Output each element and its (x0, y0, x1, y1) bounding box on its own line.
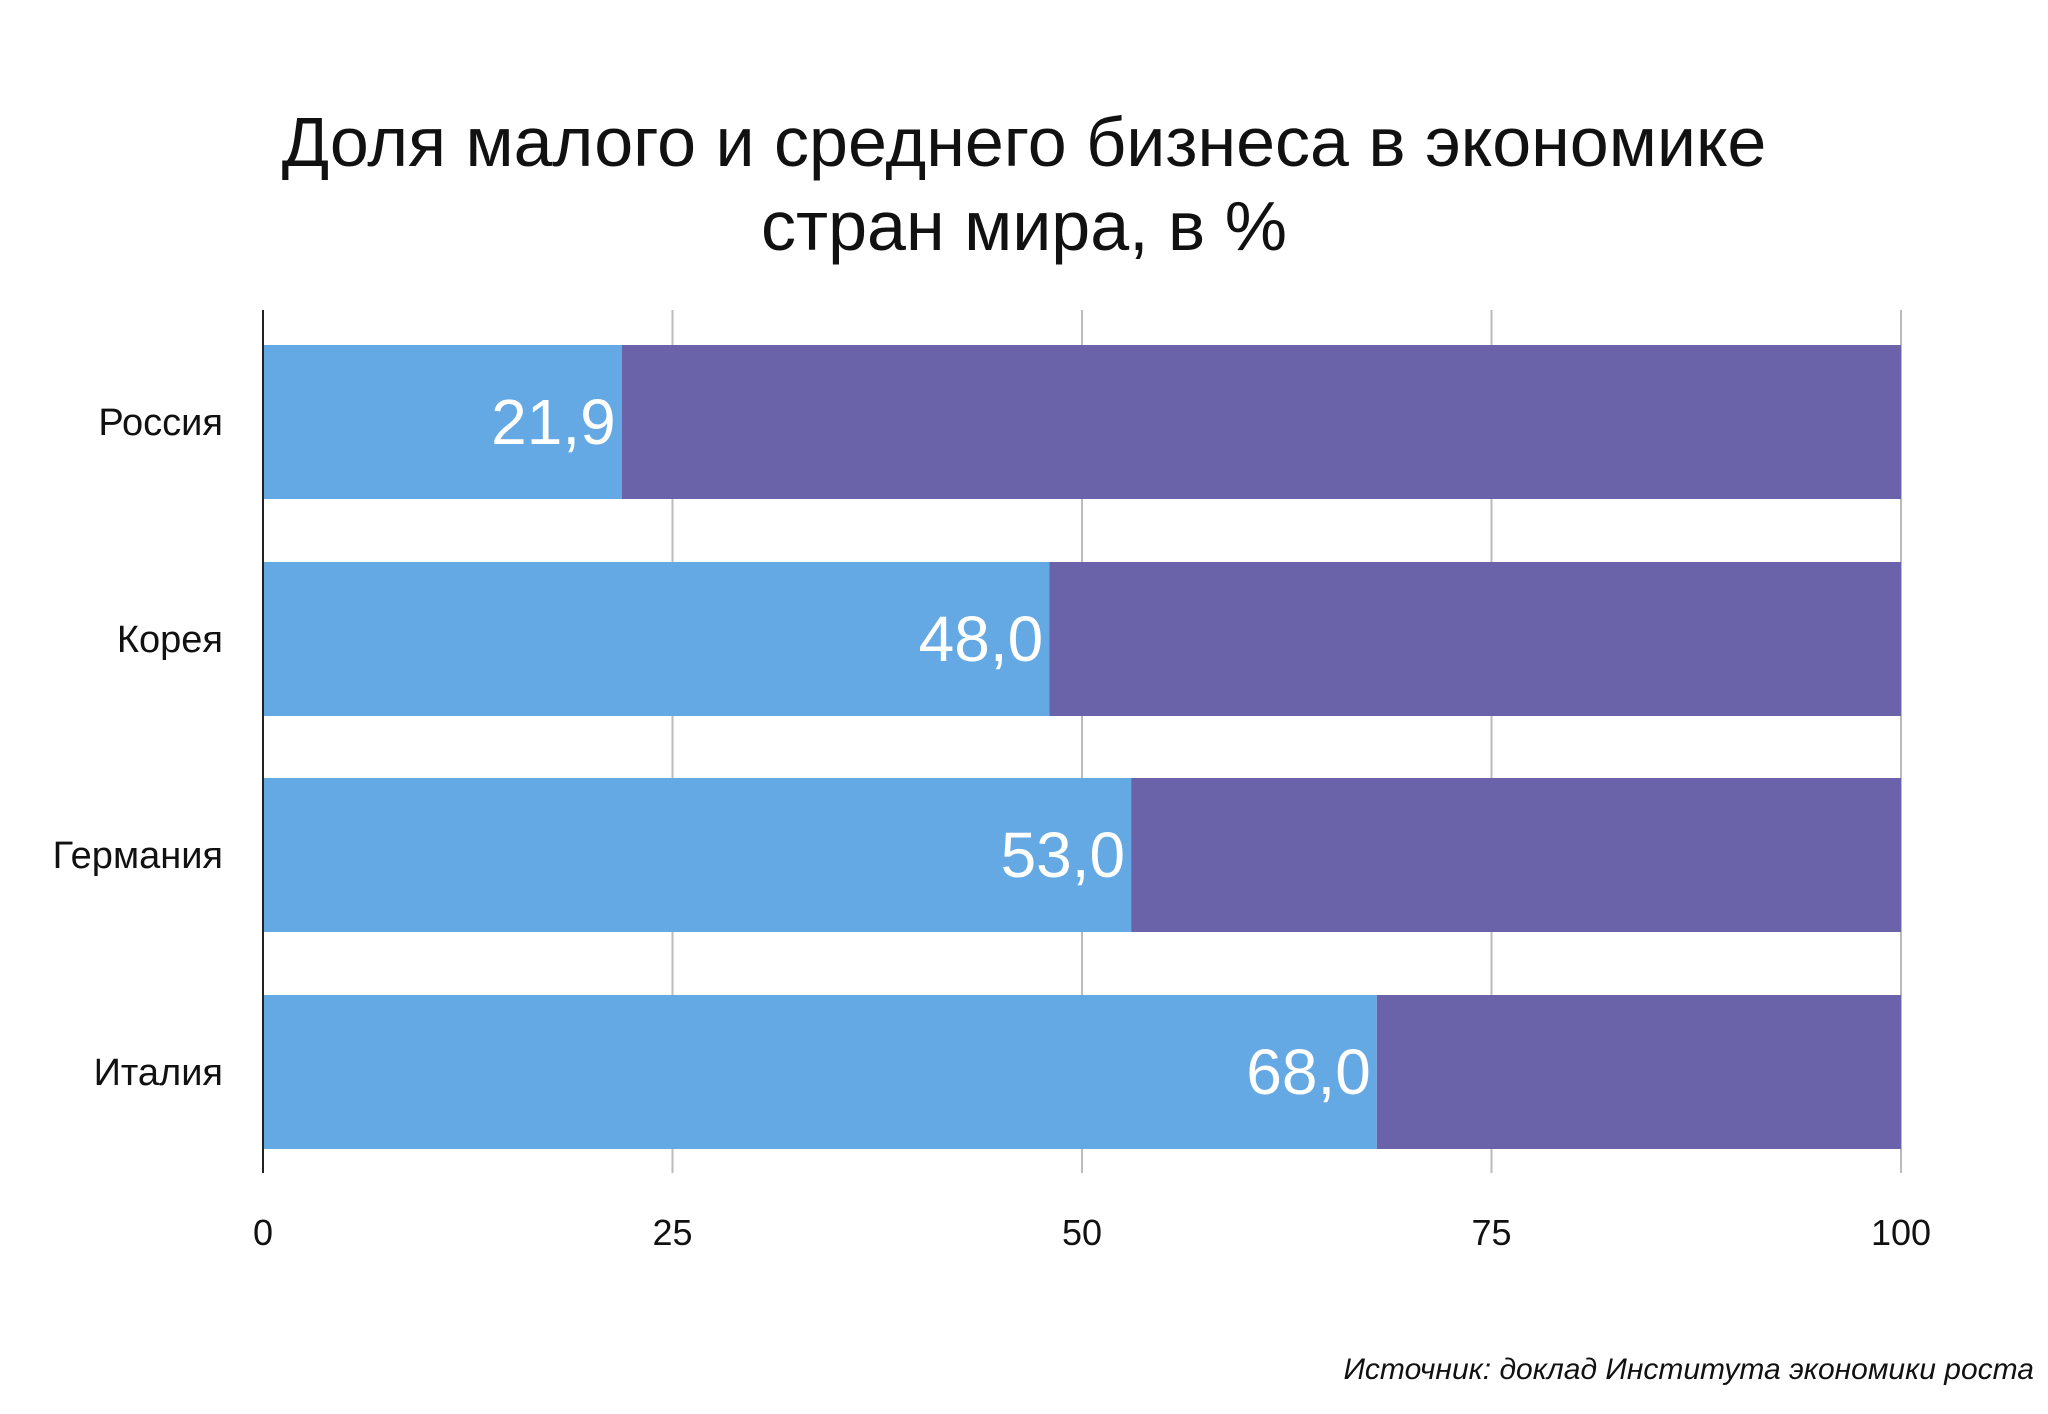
category-label-1: Россия (98, 402, 223, 444)
bar-remainder-2 (1049, 562, 1901, 716)
x-tick-label-75: 75 (1471, 1212, 1511, 1253)
x-tick-label-0: 0 (253, 1212, 273, 1253)
x-tick-label-25: 25 (652, 1212, 692, 1253)
data-label-2: 48,0 (919, 603, 1044, 675)
chart-title: Доля малого и среднего бизнеса в экономи… (0, 100, 2048, 268)
x-tick-label-50: 50 (1062, 1212, 1102, 1253)
bars-layer (263, 345, 1902, 1149)
chart-title-line-2: стран мира, в % (761, 187, 1287, 265)
data-label-4: 68,0 (1246, 1036, 1371, 1108)
source-note: Источник: доклад Института экономики рос… (1343, 1353, 2034, 1386)
axis-layer: 0 25 50 75 100 (253, 310, 1931, 1253)
bar-remainder-3 (1131, 778, 1901, 932)
category-label-3: Германия (53, 835, 223, 877)
labels-layer: 21,9 Россия 48,0 Корея 53,0 Германия 68,0 Итали… (53, 386, 1371, 1108)
category-label-4: Италия (94, 1052, 223, 1094)
bar-remainder-1 (621, 345, 1902, 499)
bar-share-4 (263, 995, 1377, 1149)
bar-share-2 (263, 562, 1050, 716)
x-tick-label-100: 100 (1871, 1212, 1931, 1253)
category-label-2: Корея (117, 619, 223, 661)
data-label-1: 21,9 (491, 386, 616, 458)
data-label-3: 53,0 (1001, 819, 1126, 891)
bar-remainder-4 (1376, 995, 1901, 1149)
bar-share-1 (263, 345, 622, 499)
chart-title-line-1: Доля малого и среднего бизнеса в экономи… (281, 103, 1767, 181)
bar-share-3 (263, 778, 1132, 932)
